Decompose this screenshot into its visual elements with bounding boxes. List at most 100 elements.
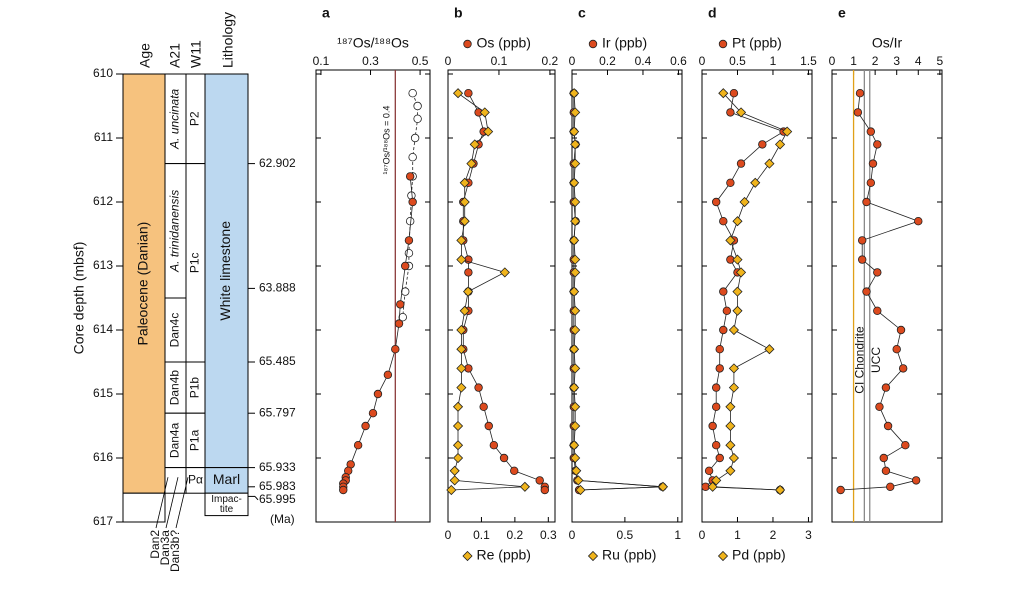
legend-label: Pd (ppb) [732, 547, 786, 563]
diamond-marker [569, 88, 580, 99]
circle-marker [715, 364, 724, 373]
diamond-marker [462, 286, 474, 297]
series-line [704, 93, 785, 491]
diamond-marker [466, 158, 477, 169]
circle-marker [413, 101, 422, 111]
x-tick-label: 0 [829, 54, 836, 68]
diamond-marker [735, 107, 747, 118]
diamond-marker [728, 382, 740, 393]
circle-marker [464, 268, 473, 277]
diamond-marker [570, 196, 581, 208]
circle-marker [398, 313, 407, 322]
x-tick-label: 1 [770, 54, 777, 68]
circle-marker [873, 140, 882, 149]
diamond-marker [459, 196, 470, 208]
x2-tick-label: 2 [770, 528, 777, 542]
circle-marker [862, 197, 871, 207]
diamond-marker [456, 344, 467, 355]
x-tick-label: 1 [850, 54, 857, 68]
legend-label: Os (ppb) [477, 35, 531, 51]
zone-label: A. trinidanensis [168, 190, 182, 273]
x-tick-label: 0.2 [599, 54, 616, 68]
legend-label: Pt (ppb) [732, 35, 782, 51]
circle-marker [881, 383, 891, 392]
zone-label: Dan4b [168, 370, 182, 406]
panel-frame [571, 69, 683, 523]
panel-frame [831, 69, 943, 523]
circle-marker [718, 39, 728, 49]
diamond-marker [569, 382, 580, 393]
diamond-marker [519, 481, 530, 492]
diamond-marker [569, 440, 580, 451]
diamond-marker [732, 305, 743, 316]
circle-marker [715, 345, 724, 354]
diamond-marker [452, 88, 464, 99]
circle-marker [873, 306, 882, 315]
circle-marker [391, 345, 400, 354]
circle-marker [708, 421, 717, 431]
diamond-marker [717, 550, 729, 562]
circle-marker [726, 108, 735, 117]
diamond-marker [483, 126, 494, 137]
diamond-marker [657, 481, 669, 492]
diamond-marker [732, 254, 743, 265]
depth-tick-label: 614 [93, 322, 113, 336]
diamond-marker [449, 465, 460, 476]
diamond-marker [456, 382, 467, 393]
diamond-marker [569, 235, 580, 246]
diamond-marker [570, 324, 581, 336]
circle-marker [535, 476, 544, 485]
reference-label: ¹⁸⁷Os/¹⁸⁸Os = 0.4 [382, 106, 392, 175]
diamond-marker [728, 363, 740, 374]
legend-label: Re (ppb) [477, 547, 531, 563]
x-tick-label: 0.1 [313, 54, 330, 68]
diamond-marker [456, 235, 467, 246]
x-tick-label: 0.5 [729, 54, 746, 68]
depth-axis-label: Core depth (mbsf) [71, 242, 87, 355]
column-header: Age [137, 43, 153, 68]
diamond-marker [452, 452, 464, 464]
x-tick-label: 3 [893, 54, 900, 68]
diamond-marker [782, 126, 793, 137]
zone-label: Dan4a [168, 422, 182, 458]
zone-label: A. uncinata [168, 88, 182, 149]
minor-zone-label: Dan3b? [168, 530, 182, 572]
diamond-marker [570, 267, 581, 278]
circle-marker [866, 127, 876, 136]
circle-marker [499, 453, 509, 463]
circle-marker [883, 421, 893, 431]
diamond-marker [569, 286, 580, 297]
minor-zone-label: Dan2 [148, 530, 162, 559]
x-tick-label: 0.4 [635, 54, 652, 68]
series-line [462, 93, 546, 490]
circle-marker [394, 319, 404, 328]
circle-marker [408, 152, 417, 162]
depth-tick-label: 616 [93, 450, 113, 464]
circle-marker [368, 409, 378, 418]
age-label: 65.797 [259, 405, 296, 419]
diamond-marker [725, 440, 736, 451]
zone-label: tite [220, 504, 234, 515]
diamond-marker [570, 107, 581, 118]
series-line [342, 176, 414, 490]
diamond-marker [725, 465, 736, 476]
circle-marker [510, 466, 519, 475]
circle-marker [711, 402, 721, 411]
diamond-marker [452, 440, 464, 451]
diamond-marker [570, 401, 581, 412]
circle-marker [898, 364, 908, 373]
diamond-marker [570, 139, 581, 150]
diamond-marker [570, 254, 581, 265]
age-unit: (Ma) [270, 512, 295, 526]
x2-tick-label: 0.3 [540, 528, 557, 542]
diamond-marker [452, 420, 464, 432]
diamond-marker [575, 484, 586, 496]
x-tick-label: 2 [872, 54, 879, 68]
circle-marker [464, 88, 473, 98]
diamond-marker [711, 475, 722, 486]
circle-marker [373, 389, 383, 399]
age-label: 65.933 [259, 460, 296, 474]
circle-marker [836, 485, 845, 495]
minor-zone-leader [165, 477, 179, 529]
